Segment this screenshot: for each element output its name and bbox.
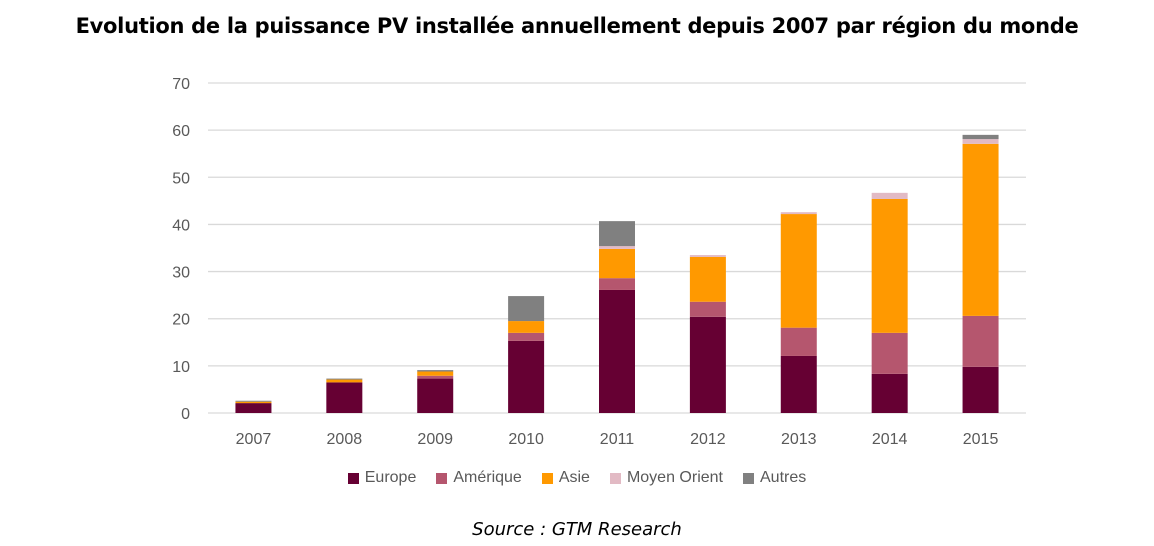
bar-segment-amerique-2012 (689, 301, 726, 317)
bar-segment-europe-2007 (235, 403, 272, 413)
bar-segment-amerique-2011 (599, 278, 635, 290)
chart-plot: 0 10 20 30 40 50 60 70 2007 2008 2009 2010 2011 2012… (172, 76, 1026, 448)
x-axis-ticks: 2007 2008 2009 2010 2011 2012 2013 2014 2015 (236, 431, 999, 448)
y-tick-label: 0 (181, 406, 190, 423)
bar-segment-moyen-orient-2013 (780, 212, 817, 215)
y-axis-ticks: 0 10 20 30 40 50 60 70 (172, 76, 190, 423)
legend-swatch (436, 472, 448, 484)
bar-segment-europe-2013 (780, 355, 817, 413)
x-tick-label: 2014 (872, 431, 908, 448)
bar-segment-amerique-2015 (962, 315, 999, 367)
bar-segment-asie-2013 (780, 214, 817, 328)
bar-segment-autres-2011 (599, 221, 635, 247)
bar-segment-autres-2009 (417, 370, 454, 372)
legend-item: Asie (541, 469, 590, 487)
legend-swatch (347, 472, 359, 484)
bar-segment-amerique-2009 (417, 375, 454, 379)
legend-swatch (541, 472, 553, 484)
legend-item: Moyen Orient (609, 469, 723, 487)
legend-label: Europe (364, 469, 417, 486)
legend-label: Moyen Orient (626, 469, 723, 486)
bar-segment-moyen-orient-2011 (599, 246, 635, 249)
source-note: Source : GTM Research (472, 519, 682, 540)
bar-segment-asie-2015 (962, 143, 999, 316)
legend-item: Amérique (436, 469, 522, 487)
legend-label: Autres (760, 469, 807, 486)
y-tick-label: 70 (172, 76, 190, 93)
legend-swatch (609, 472, 621, 484)
bar-segment-autres-2015 (962, 134, 999, 140)
legend-label: Amérique (453, 469, 522, 486)
x-tick-label: 2010 (508, 431, 544, 448)
bar-segment-europe-2011 (599, 289, 635, 413)
legend-label: Asie (558, 469, 590, 486)
bar-segment-autres-2010 (508, 296, 545, 322)
y-tick-label: 50 (172, 170, 190, 187)
bar-segment-amerique-2014 (871, 332, 908, 374)
bar-segment-asie-2010 (508, 321, 545, 333)
y-tick-label: 30 (172, 265, 190, 282)
bar-segment-europe-2012 (689, 316, 726, 413)
bar-segment-amerique-2010 (508, 332, 545, 341)
bar-segment-europe-2010 (508, 340, 545, 413)
legend-item: Autres (743, 469, 806, 487)
bar-segment-asie-2009 (417, 371, 454, 376)
bar-segment-autres-2008 (326, 378, 363, 380)
bar-segment-europe-2015 (962, 366, 999, 413)
bar-segment-asie-2014 (871, 198, 908, 333)
bar-segment-amerique-2013 (780, 327, 817, 356)
x-tick-label: 2013 (781, 431, 817, 448)
chart-title: Evolution de la puissance PV installée a… (75, 14, 1079, 38)
bar-segment-europe-2009 (417, 378, 454, 413)
bar-segment-asie-2011 (599, 248, 635, 279)
bar-segment-autres-2007 (235, 400, 272, 402)
bar-segment-moyen-orient-2014 (871, 192, 908, 199)
bar-segment-moyen-orient-2012 (689, 255, 726, 257)
x-tick-label: 2007 (236, 431, 272, 448)
bar-segment-moyen-orient-2015 (962, 139, 999, 144)
y-tick-label: 20 (172, 312, 190, 329)
bar-segment-asie-2008 (326, 379, 363, 383)
bar-segment-europe-2014 (871, 373, 908, 413)
x-tick-label: 2015 (963, 431, 999, 448)
bar-segment-europe-2008 (326, 382, 363, 413)
bar-segment-asie-2007 (235, 401, 272, 404)
x-tick-label: 2012 (690, 431, 726, 448)
bars (235, 134, 999, 413)
bar-segment-asie-2012 (689, 256, 726, 302)
y-tick-label: 10 (172, 359, 190, 376)
x-tick-label: 2011 (600, 431, 635, 448)
x-tick-label: 2008 (327, 431, 363, 448)
x-tick-label: 2009 (417, 431, 453, 448)
y-tick-label: 60 (172, 123, 190, 140)
legend-item: Europe (347, 469, 417, 487)
y-tick-label: 40 (172, 217, 190, 234)
legend: Europe Amérique Asie Moyen Orient Autres (0, 469, 1154, 487)
legend-swatch (743, 472, 754, 484)
